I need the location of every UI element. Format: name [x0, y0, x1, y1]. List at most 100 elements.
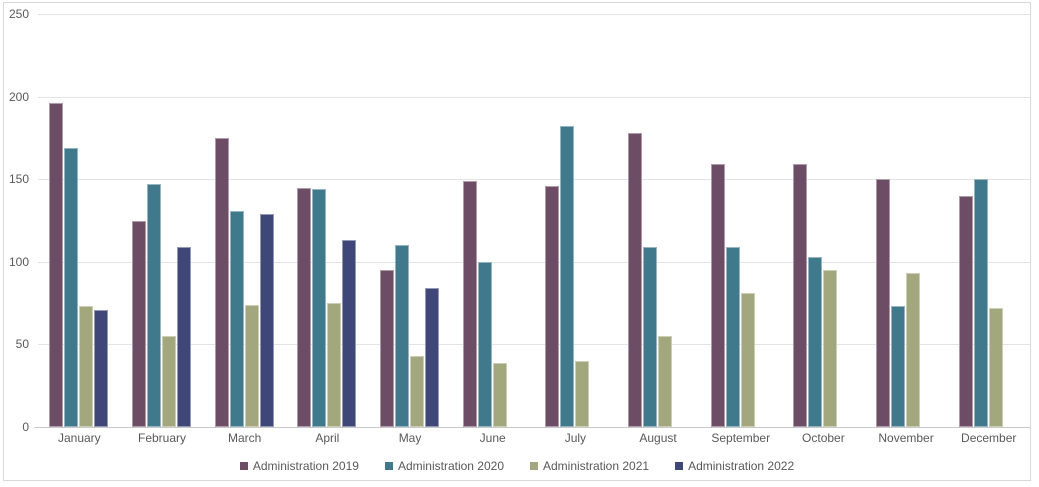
bar	[643, 246, 658, 427]
bar	[147, 184, 161, 427]
bar	[177, 246, 191, 427]
legend-item: Administration 2022	[675, 459, 794, 473]
bar-group	[545, 126, 605, 427]
bar-group	[793, 164, 853, 427]
bar-slot	[658, 336, 673, 427]
bar-slot	[545, 185, 560, 427]
bar	[312, 189, 327, 427]
bar-slot	[793, 164, 808, 427]
y-tick-label: 100	[8, 255, 29, 269]
month-group-february	[121, 14, 204, 427]
bar	[793, 164, 808, 427]
bar-slot	[462, 180, 478, 427]
bar	[575, 360, 590, 427]
bar-slot	[342, 240, 357, 427]
bar-slot	[891, 306, 906, 427]
bar-slot	[244, 304, 260, 427]
x-axis-label: January	[57, 431, 101, 445]
legend-item: Administration 2020	[384, 459, 504, 473]
x-axis-label: March	[228, 431, 262, 445]
y-tick-label: 50	[15, 337, 29, 351]
bar	[425, 288, 440, 427]
y-tick-label: 150	[8, 172, 29, 186]
bar-slot	[380, 270, 395, 427]
legend-label: Administration 2020	[397, 459, 504, 473]
bar	[545, 185, 560, 427]
bar-slot	[94, 309, 109, 427]
bar-slot	[49, 103, 64, 427]
bar-slot	[147, 184, 162, 427]
bar	[906, 273, 921, 427]
bar-slot	[312, 189, 327, 427]
legend: Administration 2019 Administration 2020 Ad…	[4, 459, 1030, 473]
gridline	[38, 14, 1030, 15]
bars-container	[38, 14, 1030, 427]
bar-group	[49, 103, 109, 427]
bar-group	[710, 164, 771, 427]
bar	[214, 137, 229, 427]
bar	[229, 210, 244, 427]
bar	[823, 270, 838, 427]
bar-slot	[876, 179, 891, 427]
legend-marker-icon	[530, 462, 538, 470]
bar-group	[380, 245, 440, 427]
bar	[297, 187, 312, 427]
x-axis-labels: January February March April May June July Augu…	[38, 431, 1030, 445]
legend-label: Administration 2022	[688, 459, 795, 473]
month-group-october	[782, 14, 865, 427]
bar	[79, 306, 94, 427]
bar	[327, 303, 342, 427]
bar	[725, 246, 740, 427]
y-tick-label: 0	[22, 420, 29, 434]
bar	[710, 164, 725, 427]
bar	[876, 179, 891, 427]
x-axis-label: August	[639, 431, 677, 445]
bar	[259, 213, 274, 427]
month-group-june	[451, 14, 534, 427]
legend-label: Administration 2019	[252, 459, 359, 473]
bar-group	[214, 137, 275, 427]
bar-slot	[162, 336, 177, 427]
bar-slot	[214, 137, 230, 427]
month-group-march	[203, 14, 286, 427]
bar	[973, 179, 988, 427]
bar-slot	[958, 195, 974, 427]
legend-item: Administration 2021	[530, 459, 649, 473]
bar-slot	[327, 303, 342, 427]
bar	[658, 336, 673, 427]
bar-group	[132, 184, 192, 427]
bar-slot	[297, 187, 312, 427]
gridline	[38, 344, 1030, 345]
legend-item: Administration 2019	[239, 459, 359, 473]
bar	[395, 245, 410, 427]
bar-slot	[710, 164, 726, 427]
month-group-may	[369, 14, 452, 427]
bar-slot	[395, 245, 410, 427]
bar	[477, 261, 492, 427]
bar-slot	[808, 256, 823, 427]
month-group-april	[286, 14, 369, 427]
bar-slot	[643, 246, 658, 427]
bar-slot	[988, 308, 1004, 427]
bar-group	[628, 132, 688, 427]
bar	[132, 220, 146, 427]
bar-slot	[259, 213, 275, 427]
bar-group	[462, 180, 523, 427]
bar	[342, 240, 357, 427]
x-axis-label: May	[398, 431, 422, 445]
bar	[740, 293, 755, 427]
month-group-december	[947, 14, 1030, 427]
bar	[244, 304, 259, 427]
month-group-january	[38, 14, 121, 427]
month-group-september	[699, 14, 782, 427]
bar-slot	[492, 362, 508, 427]
bar-slot	[740, 293, 756, 427]
x-axis-label: July	[564, 431, 587, 445]
legend-marker-icon	[675, 462, 684, 470]
bar-slot	[477, 261, 493, 427]
x-axis-label: October	[802, 431, 845, 445]
x-axis-label: November	[878, 431, 934, 445]
bar	[462, 180, 477, 427]
x-axis-label: September	[711, 431, 771, 445]
bar-slot	[132, 220, 147, 427]
